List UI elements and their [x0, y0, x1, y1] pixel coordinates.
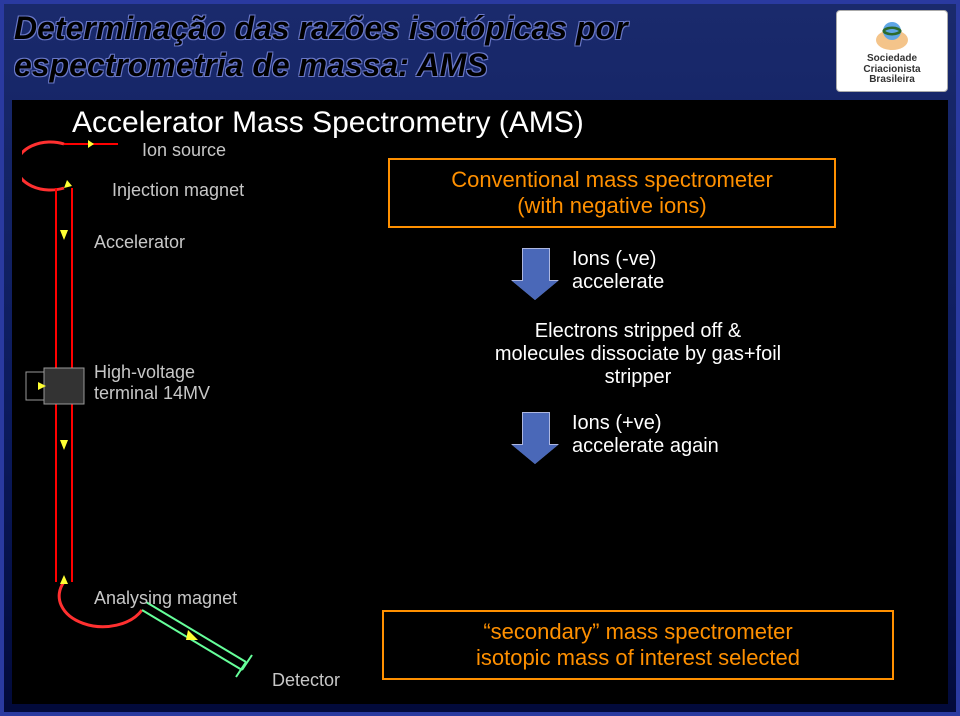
step2-l1: Electrons stripped off & [535, 320, 741, 342]
label-terminal: High-voltage terminal 14MV [94, 362, 210, 404]
label-ion-source: Ion source [142, 140, 226, 161]
process-step1: Ions (-ve) accelerate [572, 248, 782, 294]
label-injection-magnet: Injection magnet [112, 180, 244, 201]
box1-l1: Conventional mass spectrometer [451, 167, 773, 192]
label-analysing-magnet: Analysing magnet [94, 588, 237, 609]
step3-l1: Ions (+ve) [572, 412, 661, 434]
process-step2: Electrons stripped off & molecules disso… [368, 320, 908, 389]
arrow-1 [512, 248, 558, 300]
step2-l2: molecules dissociate by gas+foil [495, 343, 781, 365]
box2-l2: isotopic mass of interest selected [476, 645, 800, 670]
box1-l2: (with negative ions) [517, 193, 707, 218]
terminal-l1: High-voltage [94, 362, 195, 382]
label-accelerator: Accelerator [94, 232, 185, 253]
content-area: Accelerator Mass Spectrometry (AMS) [12, 100, 948, 704]
arrow-2 [512, 412, 558, 464]
box2-l1: “secondary” mass spectrometer [483, 619, 792, 644]
slide: Determinação das razões isotópicas por e… [0, 0, 960, 716]
process-box-conventional: Conventional mass spectrometer (with neg… [388, 158, 836, 228]
step1-l2: accelerate [572, 271, 664, 293]
org-logo: Sociedade Criacionista Brasileira [836, 10, 948, 92]
process-step3: Ions (+ve) accelerate again [572, 412, 832, 458]
page-title: Determinação das razões isotópicas por e… [14, 10, 794, 84]
step2-l3: stripper [605, 366, 672, 388]
logo-line3: Brasileira [869, 74, 915, 85]
process-box-secondary: “secondary” mass spectrometer isotopic m… [382, 610, 894, 680]
step3-l2: accelerate again [572, 435, 719, 457]
terminal-l2: terminal 14MV [94, 383, 210, 403]
ams-schematic [22, 130, 352, 716]
logo-text: Sociedade Criacionista Brasileira [863, 54, 920, 86]
label-detector: Detector [272, 670, 340, 691]
content-inner: Accelerator Mass Spectrometry (AMS) [12, 100, 948, 704]
step1-l1: Ions (-ve) [572, 248, 656, 270]
logo-line2: Criacionista [863, 64, 920, 75]
logo-line1: Sociedade [867, 53, 917, 64]
logo-hands-globe-icon [869, 16, 915, 52]
